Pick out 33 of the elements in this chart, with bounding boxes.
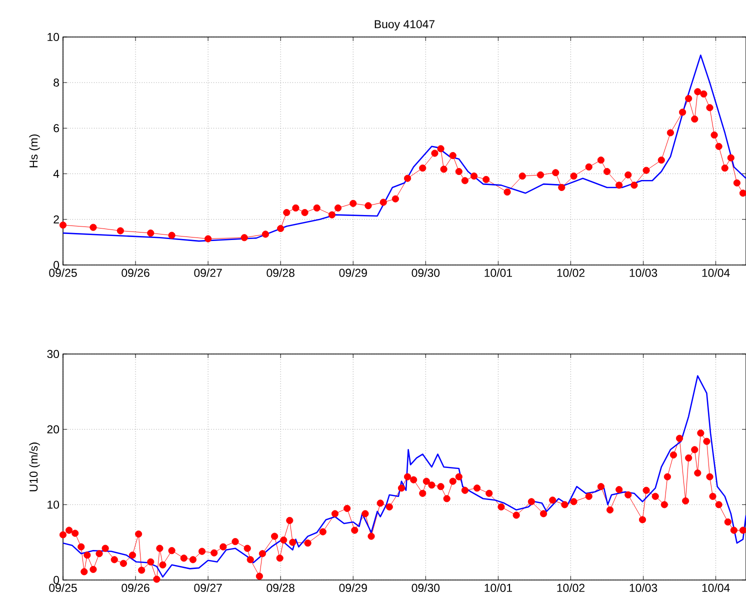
y-tick-label: 10 — [48, 500, 60, 509]
x-tick-label: 09/27 — [194, 268, 222, 277]
y-tick-label: 4 — [53, 170, 60, 178]
x-tick-label: 09/30 — [412, 268, 440, 277]
x-tick-label: 10/04 — [702, 268, 730, 277]
x-tick-label: 09/26 — [122, 268, 150, 277]
x-tick-label: 09/29 — [339, 584, 367, 592]
x-tick-label: 10/02 — [557, 584, 584, 592]
y-axis-title: Hs (m) — [29, 134, 40, 168]
x-tick-label: 09/28 — [266, 584, 294, 592]
y-tick-label: 8 — [54, 78, 59, 87]
x-tick-label: 10/02 — [557, 268, 584, 277]
x-tick-label: 10/01 — [484, 584, 512, 592]
x-tick-label: 09/25 — [49, 584, 77, 592]
x-tick-label: 09/25 — [49, 268, 77, 277]
y-tick-label: 2 — [54, 215, 59, 224]
x-tick-label: 10/03 — [630, 584, 658, 592]
x-tick-label: 09/26 — [122, 584, 150, 592]
x-tick-label: 10/04 — [702, 584, 730, 592]
x-tick-label: 09/29 — [339, 268, 367, 277]
x-tick-label: 09/27 — [194, 584, 222, 592]
y-tick-label: 0 — [54, 260, 60, 270]
y-axis-title: U10 (m/s) — [29, 442, 40, 492]
x-tick-label: 09/30 — [412, 584, 440, 592]
y-tick-label: 0 — [54, 576, 60, 584]
y-tick-label: 30 — [47, 350, 60, 358]
x-tick-label: 10/03 — [630, 268, 658, 277]
x-tick-label: 10/01 — [484, 268, 512, 277]
x-tick-label: 09/28 — [266, 268, 294, 277]
y-tick-label: 20 — [47, 425, 60, 434]
y-tick-label: 6 — [54, 124, 59, 132]
chart-title: Buoy 41047 — [374, 20, 434, 30]
y-tick-label: 10 — [48, 32, 60, 42]
